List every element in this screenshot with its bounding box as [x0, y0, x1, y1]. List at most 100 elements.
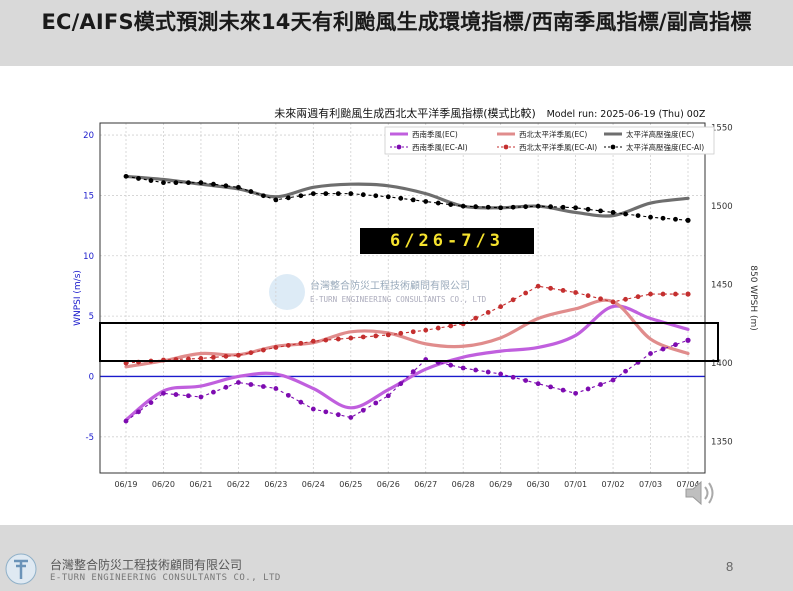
- series-point: [198, 394, 204, 400]
- series-point: [398, 330, 404, 336]
- series-point: [298, 340, 304, 346]
- series-point: [498, 304, 504, 310]
- series-dashed-line: [125, 175, 689, 221]
- x-tick-label: 07/01: [564, 480, 587, 489]
- series-point: [385, 194, 391, 200]
- series-point: [273, 345, 279, 350]
- y-tick-label: 5: [89, 312, 94, 322]
- y2-tick-label: 1550: [711, 124, 733, 134]
- series-point: [560, 387, 566, 393]
- series-point: [598, 296, 603, 302]
- series-point: [548, 285, 554, 291]
- series-point: [535, 283, 541, 289]
- series-point: [335, 336, 341, 342]
- speaker-icon[interactable]: [683, 476, 719, 510]
- footer-company-name-en: E-TURN ENGINEERING CONSULTANTS CO., LTD: [50, 573, 281, 583]
- series-point: [186, 180, 191, 186]
- series-point: [285, 392, 291, 398]
- series-point: [548, 384, 554, 390]
- series-point: [610, 377, 616, 383]
- series-point: [323, 191, 329, 197]
- legend-marker: [610, 144, 616, 150]
- series-point: [123, 173, 129, 179]
- series-point: [560, 288, 566, 293]
- x-tick-label: 06/26: [377, 480, 400, 489]
- series-point: [385, 332, 391, 338]
- series-point: [598, 208, 603, 214]
- series-point: [173, 180, 179, 186]
- series-point: [211, 354, 216, 360]
- y-tick-label: 20: [83, 131, 94, 141]
- series-point: [423, 199, 429, 204]
- series-point: [460, 203, 466, 209]
- series-point: [373, 193, 379, 199]
- series-point: [248, 189, 254, 194]
- series-point: [473, 204, 479, 210]
- series-point: [448, 323, 454, 329]
- series-point: [248, 350, 254, 356]
- series-point: [223, 353, 229, 359]
- series-point: [360, 407, 366, 413]
- series-point: [260, 347, 266, 353]
- series-point: [523, 204, 529, 210]
- series-point: [585, 386, 591, 392]
- y-tick-label: 15: [83, 191, 94, 201]
- x-tick-label: 06/22: [227, 480, 250, 489]
- series-point: [348, 335, 354, 341]
- series-point: [323, 337, 329, 343]
- series-point: [685, 217, 691, 223]
- x-tick-label: 06/29: [489, 480, 512, 489]
- y2-tick-label: 1500: [711, 202, 733, 212]
- watermark: 台灣整合防災工程技術顧問有限公司 E-TURN ENGINEERING CONS…: [269, 274, 487, 310]
- slide-header: [0, 0, 793, 66]
- series: [123, 173, 691, 424]
- series-point: [610, 210, 616, 215]
- legend-label: 西北太平洋季風(EC-AI): [519, 142, 597, 152]
- series-point: [285, 195, 291, 201]
- series-point: [236, 380, 241, 385]
- series-point: [673, 216, 678, 222]
- series-point: [410, 197, 416, 203]
- y2-tick-label: 1400: [711, 359, 733, 369]
- x-tick-label: 07/03: [639, 480, 662, 489]
- series-point: [573, 205, 578, 211]
- series-point: [211, 389, 216, 395]
- y2-tick-label: 1350: [711, 438, 733, 448]
- x-tick-label: 06/27: [414, 480, 437, 489]
- series-point: [123, 418, 129, 424]
- series-point: [485, 369, 491, 375]
- legend-label: 西北太平洋季風(EC): [519, 129, 587, 139]
- series-point: [623, 368, 628, 374]
- y-tick-label: 0: [89, 372, 94, 382]
- watermark-en: E-TURN ENGINEERING CONSULTANTS CO., LTD: [310, 295, 487, 304]
- series-point: [223, 183, 229, 189]
- footer-company-name-zh: 台灣整合防災工程技術顧問有限公司: [50, 558, 243, 572]
- date-range-banner: 6/26-7/3: [360, 228, 534, 254]
- series-point: [585, 293, 591, 299]
- series-point: [136, 409, 141, 415]
- series-point: [560, 204, 566, 210]
- series-point: [548, 204, 554, 210]
- y2-axis-label: 850 WPSH (m): [748, 265, 758, 331]
- series-line: [124, 298, 690, 369]
- series-point: [173, 392, 179, 397]
- series-point: [223, 384, 229, 390]
- series-point: [298, 193, 304, 199]
- series-point: [260, 384, 266, 389]
- series-point: [385, 393, 391, 399]
- series-point: [448, 362, 454, 368]
- series-point: [535, 381, 541, 387]
- legend-label: 西南季風(EC-AI): [412, 142, 468, 152]
- series-point: [236, 184, 241, 190]
- series-point: [623, 211, 628, 217]
- series-point: [473, 315, 479, 321]
- series-point: [273, 386, 279, 391]
- tick-labels: 06/19 06/20 06/21 06/22 06/23 06/24 06/25 06/26…: [83, 124, 732, 489]
- series-point: [273, 197, 279, 203]
- legend-label: 西南季風(EC): [412, 129, 458, 139]
- series-point: [673, 342, 678, 348]
- x-tick-label: 06/19: [114, 480, 137, 489]
- y-axis-label: WNPSI (m/s): [73, 270, 83, 326]
- chart-title: 未來兩週有利颱風生成西北太平洋季風指標(模式比較): [274, 106, 536, 120]
- series-point: [398, 381, 404, 387]
